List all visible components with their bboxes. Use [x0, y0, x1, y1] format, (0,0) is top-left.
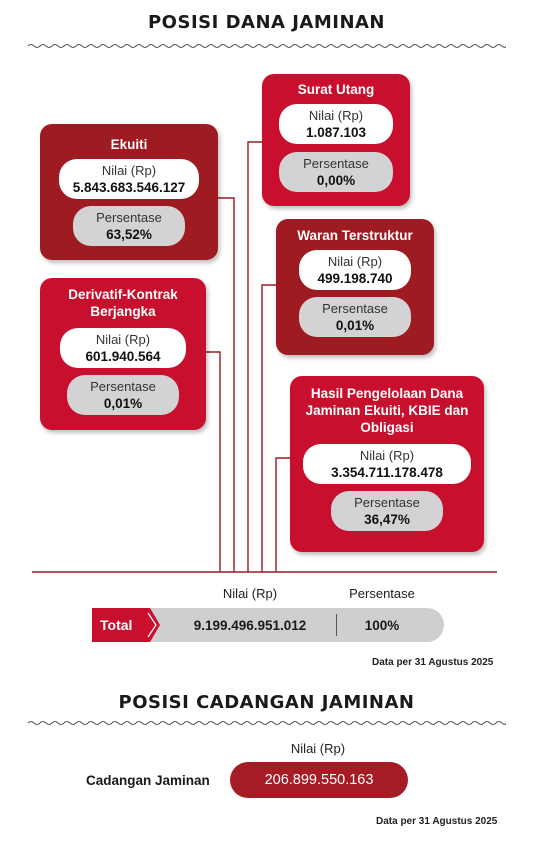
- data-date-note: Data per 31 Agustus 2025: [372, 657, 494, 668]
- percentage-pill: Persentase 0,00%: [279, 152, 393, 192]
- card-title: Derivatif-Kontrak Berjangka: [68, 287, 178, 319]
- card-title: Waran Terstruktur: [297, 228, 413, 243]
- reserve-label: Cadangan Jaminan: [86, 773, 210, 788]
- value-label: Nilai (Rp): [359, 447, 415, 463]
- percentage-pill: Persentase 36,47%: [331, 491, 443, 531]
- value-text: 499.198.740: [317, 270, 393, 286]
- percentage-text: 0,00%: [316, 172, 356, 188]
- percentage-label: Persentase: [354, 494, 420, 510]
- card-title: Ekuiti: [110, 137, 148, 152]
- value-text: 601.940.564: [85, 348, 161, 364]
- section-title-dana: POSISI DANA JAMINAN: [147, 12, 385, 33]
- card-title: Hasil Pengelolaan Dana Jaminan Ekuiti, K…: [305, 386, 469, 435]
- card-derivatif: Derivatif-Kontrak Berjangka Nilai (Rp) 6…: [40, 278, 206, 430]
- value-label: Nilai (Rp): [101, 162, 157, 178]
- total-percentage: 100%: [364, 618, 400, 633]
- card-surat-utang: Surat Utang Nilai (Rp) 1.087.103 Persent…: [262, 74, 410, 206]
- value-text: 3.354.711.178.478: [331, 464, 443, 480]
- percentage-text: 0,01%: [335, 317, 375, 333]
- percentage-text: 36,47%: [364, 511, 410, 527]
- connector-lines: [32, 141, 497, 573]
- total-value: 9.199.496.951.012: [193, 618, 307, 633]
- value-pill: Nilai (Rp) 601.940.564: [60, 328, 186, 368]
- section-title-cadangan: POSISI CADANGAN JAMINAN: [118, 692, 415, 713]
- percentage-label: Persentase: [90, 378, 156, 394]
- value-text: 1.087.103: [305, 124, 367, 140]
- value-label: Nilai (Rp): [95, 331, 151, 347]
- card-waran-terstruktur: Waran Terstruktur Nilai (Rp) 499.198.740…: [276, 219, 434, 355]
- total-divider: [336, 614, 337, 636]
- value-pill: Nilai (Rp) 3.354.711.178.478: [303, 444, 471, 484]
- total-label: Total: [92, 608, 150, 642]
- value-text: 5.843.683.546.127: [72, 179, 186, 195]
- card-title: Surat Utang: [297, 82, 375, 97]
- total-value-header: Nilai (Rp): [222, 586, 278, 601]
- reserve-date-note: Data per 31 Agustus 2025: [376, 816, 498, 827]
- reserve-value-header: Nilai (Rp): [290, 741, 346, 756]
- card-ekuiti: Ekuiti Nilai (Rp) 5.843.683.546.127 Pers…: [40, 124, 218, 260]
- value-label: Nilai (Rp): [308, 107, 364, 123]
- value-pill: Nilai (Rp) 5.843.683.546.127: [59, 159, 199, 199]
- percentage-text: 0,01%: [103, 395, 143, 411]
- percentage-pill: Persentase 63,52%: [73, 206, 185, 246]
- total-chevron-icon: [144, 608, 160, 642]
- total-percentage-header: Persentase: [349, 586, 415, 601]
- percentage-label: Persentase: [96, 209, 162, 225]
- value-pill: Nilai (Rp) 499.198.740: [299, 250, 411, 290]
- percentage-text: 63,52%: [106, 226, 152, 242]
- reserve-value: 206.899.550.163: [230, 762, 408, 798]
- percentage-label: Persentase: [303, 155, 369, 171]
- percentage-pill: Persentase 0,01%: [67, 375, 179, 415]
- title-underline-dana: [28, 44, 506, 48]
- value-pill: Nilai (Rp) 1.087.103: [279, 104, 393, 144]
- percentage-label: Persentase: [322, 300, 388, 316]
- percentage-pill: Persentase 0,01%: [299, 297, 411, 337]
- value-label: Nilai (Rp): [327, 253, 383, 269]
- card-hasil-pengelolaan: Hasil Pengelolaan Dana Jaminan Ekuiti, K…: [290, 376, 484, 552]
- title-underline-cadangan: [28, 721, 506, 725]
